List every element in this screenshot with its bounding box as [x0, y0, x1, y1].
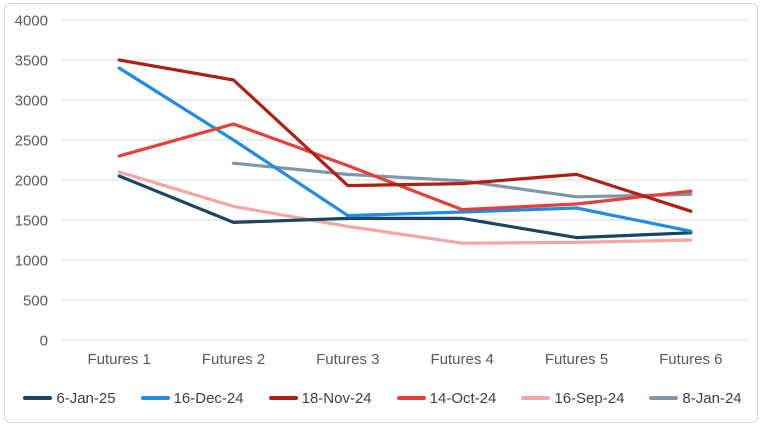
- series-line-6-jan-25: [117, 174, 693, 240]
- legend: 6-Jan-25 16-Dec-24 18-Nov-24 14-Oct-24 16-Se…: [0, 385, 764, 411]
- x-axis-category-label: Futures 1: [87, 351, 150, 368]
- legend-swatch-icon: [521, 396, 551, 400]
- y-axis-tick-label: 500: [23, 293, 48, 310]
- y-axis-tick-label: 1500: [15, 213, 48, 230]
- legend-label: 14-Oct-24: [429, 389, 497, 407]
- legend-label: 8-Jan-24: [682, 389, 742, 407]
- legend-label: 16-Dec-24: [173, 389, 244, 407]
- legend-label: 18-Nov-24: [301, 389, 372, 407]
- legend-swatch-icon: [649, 396, 679, 400]
- x-axis-category-label: Futures 2: [202, 351, 265, 368]
- y-axis-tick-label: 2000: [15, 173, 48, 190]
- x-axis-category-label: Futures 5: [545, 351, 608, 368]
- legend-item-16-dec-24: 16-Dec-24: [140, 389, 244, 407]
- x-axis-category-label: Futures 3: [316, 351, 379, 368]
- legend-item-8-jan-24: 8-Jan-24: [649, 389, 742, 407]
- series-line-14-oct-24: [117, 122, 693, 212]
- legend-swatch-icon: [23, 396, 53, 400]
- legend-item-16-sep-24: 16-Sep-24: [521, 390, 624, 407]
- series-line-16-dec-24: [117, 66, 693, 233]
- legend-swatch-icon: [396, 396, 426, 400]
- y-axis-tick-label: 1000: [15, 253, 48, 270]
- legend-item-6-jan-25: 6-Jan-25: [23, 389, 116, 407]
- legend-item-14-oct-24: 14-Oct-24: [396, 389, 497, 407]
- y-axis-tick-label: 2500: [15, 133, 48, 150]
- series-line-18-nov-24: [117, 58, 693, 213]
- y-axis-tick-label: 4000: [15, 13, 48, 30]
- y-axis-tick-label: 0: [40, 333, 48, 350]
- legend-label: 6-Jan-25: [56, 389, 116, 407]
- legend-swatch-icon: [140, 396, 170, 400]
- x-axis-category-label: Futures 4: [430, 351, 493, 368]
- legend-item-18-nov-24: 18-Nov-24: [268, 389, 372, 407]
- legend-swatch-icon: [268, 396, 298, 400]
- y-axis-tick-label: 3500: [15, 53, 48, 70]
- series-line-16-sep-24: [117, 170, 693, 245]
- series-line-8-jan-24: [231, 161, 693, 199]
- line-chart: 0 500 1000 1500 2000 2500 3000 3500 4000 Futures …: [15, 13, 748, 368]
- x-axis-category-label: Futures 6: [659, 351, 722, 368]
- y-axis-tick-label: 3000: [15, 93, 48, 110]
- legend-label: 16-Sep-24: [554, 389, 625, 407]
